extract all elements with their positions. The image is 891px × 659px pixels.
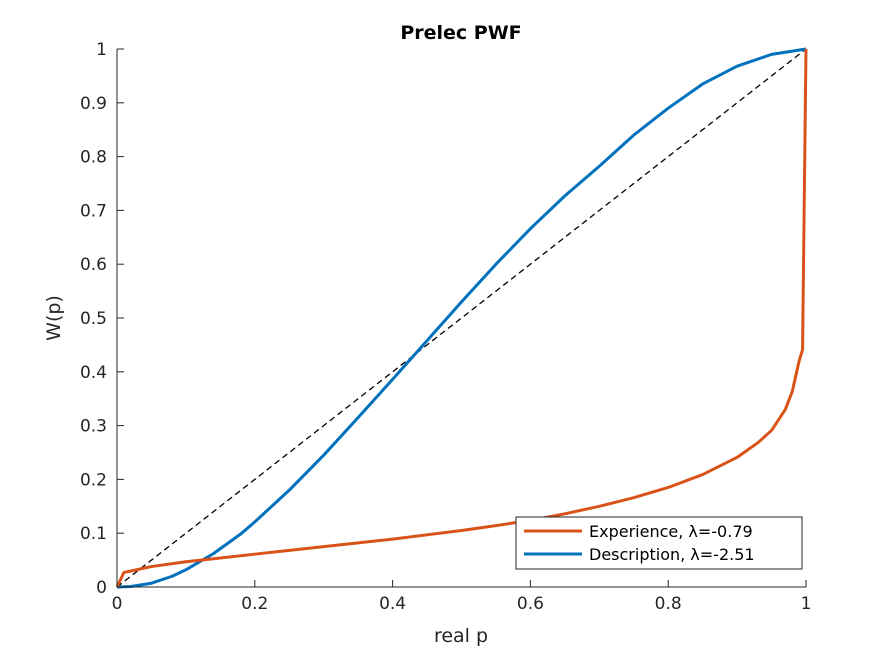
series-line-1 xyxy=(116,47,807,589)
y-tick-label-10: 1 xyxy=(96,40,107,60)
legend-entry-1: Description, λ=-2.51 xyxy=(589,545,755,564)
y-axis-label: W(p) xyxy=(43,295,65,341)
y-tick-label-3: 0.3 xyxy=(80,417,107,437)
legend-box xyxy=(515,516,803,570)
x-tick-label-1: 0.2 xyxy=(241,594,268,614)
x-tick-label-2: 0.4 xyxy=(379,594,406,614)
chart-title: Prelec PWF xyxy=(400,22,521,44)
x-tick-label-5: 1 xyxy=(801,594,812,614)
legend: Experience, λ=-0.79 Description, λ=-2.51 xyxy=(515,516,803,570)
legend-entry-0: Experience, λ=-0.79 xyxy=(589,522,753,541)
y-tick-label-6: 0.6 xyxy=(80,255,107,275)
y-tick-label-2: 0.2 xyxy=(80,470,107,490)
y-tick-label-5: 0.5 xyxy=(80,309,107,329)
y-tick-label-9: 0.9 xyxy=(80,94,107,114)
x-tick-label-3: 0.6 xyxy=(517,594,544,614)
x-tick-label-4: 0.8 xyxy=(655,594,682,614)
series-line-2 xyxy=(116,48,807,588)
y-tick-label-4: 0.4 xyxy=(80,363,107,383)
y-tick-label-8: 0.8 xyxy=(80,148,107,168)
x-tick-label-0: 0 xyxy=(112,594,123,614)
y-tick-label-7: 0.7 xyxy=(80,201,107,221)
y-tick-label-0: 0 xyxy=(96,578,107,598)
ticks: 0 0.2 0.4 0.6 0.8 1 0 0.1 0.2 0.3 0.4 0.5 0.6 0.7 0.8 0… xyxy=(80,40,811,614)
x-axis-label: real p xyxy=(434,625,488,647)
y-tick-label-1: 0.1 xyxy=(80,524,107,544)
